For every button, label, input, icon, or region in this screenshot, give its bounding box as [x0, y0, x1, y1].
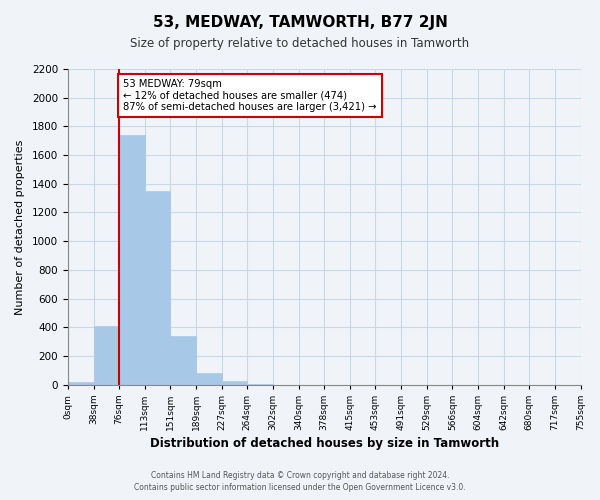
Text: 53, MEDWAY, TAMWORTH, B77 2JN: 53, MEDWAY, TAMWORTH, B77 2JN	[152, 15, 448, 30]
Bar	[170, 336, 196, 384]
Bar	[68, 382, 94, 384]
Bar	[119, 135, 145, 384]
Text: Size of property relative to detached houses in Tamworth: Size of property relative to detached ho…	[130, 38, 470, 51]
Bar	[94, 326, 119, 384]
Text: Contains HM Land Registry data © Crown copyright and database right 2024.
Contai: Contains HM Land Registry data © Crown c…	[134, 471, 466, 492]
X-axis label: Distribution of detached houses by size in Tamworth: Distribution of detached houses by size …	[149, 437, 499, 450]
Bar	[196, 373, 221, 384]
Bar	[145, 191, 170, 384]
Text: 53 MEDWAY: 79sqm
← 12% of detached houses are smaller (474)
87% of semi-detached: 53 MEDWAY: 79sqm ← 12% of detached house…	[123, 79, 377, 112]
Bar	[221, 381, 247, 384]
Y-axis label: Number of detached properties: Number of detached properties	[15, 139, 25, 314]
